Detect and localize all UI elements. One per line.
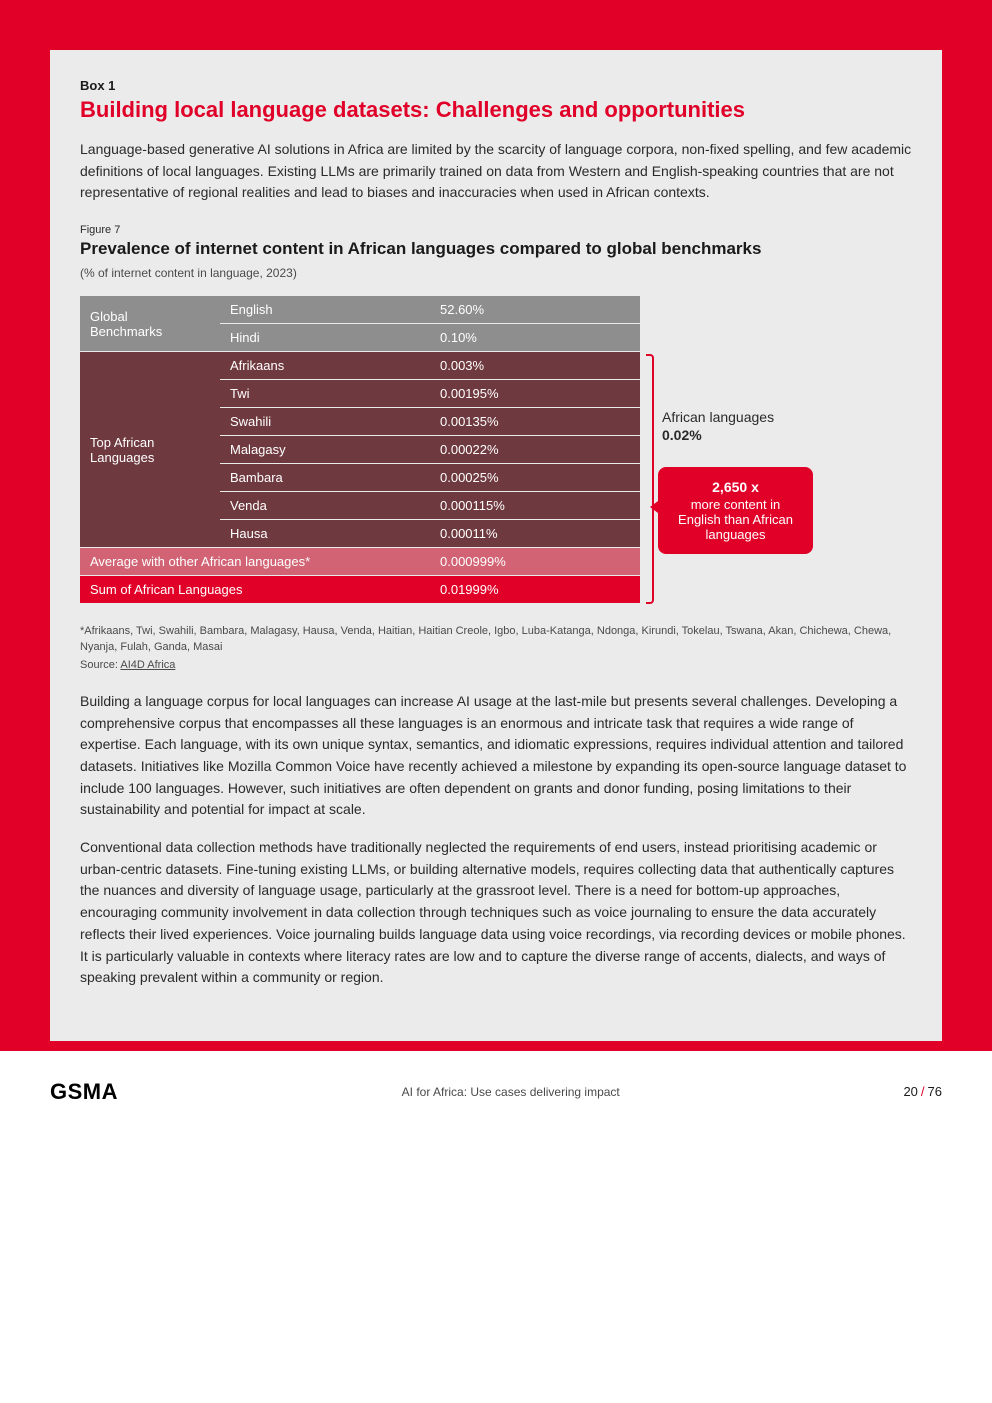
callout-multiplier: 2,650 x — [672, 479, 799, 495]
box-title: Building local language datasets: Challe… — [80, 97, 912, 123]
content-box: Box 1 Building local language datasets: … — [50, 50, 942, 1041]
intro-paragraph: Language-based generative AI solutions i… — [80, 139, 912, 204]
page-slash: / — [921, 1084, 925, 1099]
table-value: 0.00135% — [430, 408, 640, 436]
gsma-logo: GSMA — [50, 1079, 118, 1105]
data-table: GlobalBenchmarksEnglish52.60%Hindi0.10%T… — [80, 296, 640, 604]
figure-subtitle: (% of internet content in language, 2023… — [80, 266, 912, 280]
chart-area: GlobalBenchmarksEnglish52.60%Hindi0.10%T… — [80, 296, 912, 604]
current-page: 20 — [903, 1084, 917, 1099]
callout-text: more content in English than African lan… — [678, 497, 793, 542]
table-value: 0.10% — [430, 324, 640, 352]
table-lang: Afrikaans — [220, 352, 430, 380]
total-pages: 76 — [928, 1084, 942, 1099]
table-avg-label: Average with other African languages* — [80, 548, 430, 576]
side-label-value: 0.02% — [662, 427, 702, 443]
table-value: 0.00195% — [430, 380, 640, 408]
table-value: 52.60% — [430, 296, 640, 324]
chart-side: African languages 0.02% 2,650 x more con… — [658, 296, 912, 604]
table-lang: English — [220, 296, 430, 324]
table-sum-label: Sum of African Languages — [80, 576, 430, 604]
box-label: Box 1 — [80, 78, 912, 93]
table-lang: Swahili — [220, 408, 430, 436]
source-prefix: Source: — [80, 659, 120, 671]
table-value: 0.000115% — [430, 492, 640, 520]
bracket-icon — [646, 354, 654, 604]
table-value: 0.003% — [430, 352, 640, 380]
side-label-line1: African languages — [662, 409, 774, 425]
category-african: Top AfricanLanguages — [80, 352, 220, 548]
table-lang: Hindi — [220, 324, 430, 352]
side-label: African languages 0.02% — [662, 408, 912, 444]
table-lang: Hausa — [220, 520, 430, 548]
page-frame: Box 1 Building local language datasets: … — [0, 0, 992, 1051]
figure-title: Prevalence of internet content in Africa… — [80, 238, 912, 260]
table-value: 0.00025% — [430, 464, 640, 492]
table-lang: Malagasy — [220, 436, 430, 464]
callout-box: 2,650 x more content in English than Afr… — [658, 467, 813, 554]
table-lang: Venda — [220, 492, 430, 520]
body-paragraph-1: Building a language corpus for local lan… — [80, 691, 912, 821]
table-sum-value: 0.01999% — [430, 576, 640, 604]
table-lang: Twi — [220, 380, 430, 408]
page-footer: GSMA AI for Africa: Use cases delivering… — [0, 1051, 992, 1125]
table-value: 0.00011% — [430, 520, 640, 548]
table-avg-value: 0.000999% — [430, 548, 640, 576]
page-number: 20 /76 — [903, 1084, 942, 1099]
body-paragraph-2: Conventional data collection methods hav… — [80, 837, 912, 989]
source-line: Source: AI4D Africa — [80, 659, 912, 671]
table-lang: Bambara — [220, 464, 430, 492]
source-link[interactable]: AI4D Africa — [120, 659, 175, 671]
table-value: 0.00022% — [430, 436, 640, 464]
footer-doc-title: AI for Africa: Use cases delivering impa… — [402, 1085, 620, 1099]
footnote: *Afrikaans, Twi, Swahili, Bambara, Malag… — [80, 624, 912, 655]
category-global: GlobalBenchmarks — [80, 296, 220, 352]
figure-label: Figure 7 — [80, 224, 912, 236]
